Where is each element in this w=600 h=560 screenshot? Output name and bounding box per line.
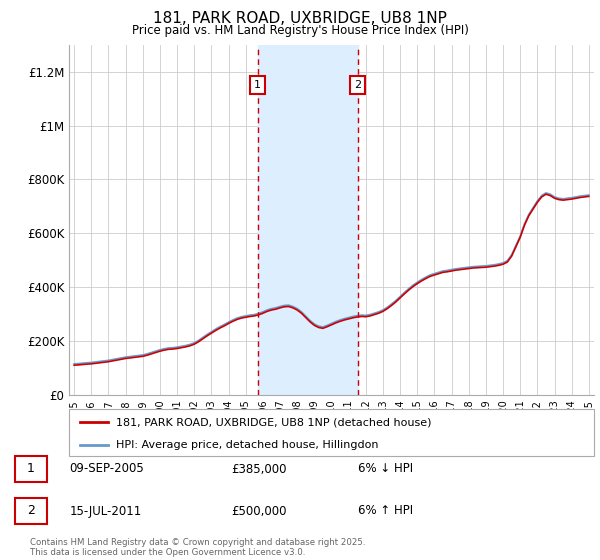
Text: 15-JUL-2011: 15-JUL-2011: [70, 505, 142, 517]
Text: Price paid vs. HM Land Registry's House Price Index (HPI): Price paid vs. HM Land Registry's House …: [131, 24, 469, 37]
Text: 181, PARK ROAD, UXBRIDGE, UB8 1NP: 181, PARK ROAD, UXBRIDGE, UB8 1NP: [153, 11, 447, 26]
Text: Contains HM Land Registry data © Crown copyright and database right 2025.
This d: Contains HM Land Registry data © Crown c…: [30, 538, 365, 557]
Text: HPI: Average price, detached house, Hillingdon: HPI: Average price, detached house, Hill…: [116, 440, 379, 450]
Text: 6% ↓ HPI: 6% ↓ HPI: [358, 463, 413, 475]
Bar: [15, 498, 47, 524]
Text: 181, PARK ROAD, UXBRIDGE, UB8 1NP (detached house): 181, PARK ROAD, UXBRIDGE, UB8 1NP (detac…: [116, 417, 432, 427]
Text: 2: 2: [355, 80, 361, 90]
Text: 2: 2: [27, 505, 35, 517]
Bar: [15, 456, 47, 482]
Text: £500,000: £500,000: [231, 505, 286, 517]
Text: 1: 1: [254, 80, 261, 90]
Text: 6% ↑ HPI: 6% ↑ HPI: [358, 505, 413, 517]
Text: £385,000: £385,000: [231, 463, 286, 475]
Text: 09-SEP-2005: 09-SEP-2005: [70, 463, 145, 475]
Text: 1: 1: [27, 463, 35, 475]
Bar: [257, 45, 358, 395]
